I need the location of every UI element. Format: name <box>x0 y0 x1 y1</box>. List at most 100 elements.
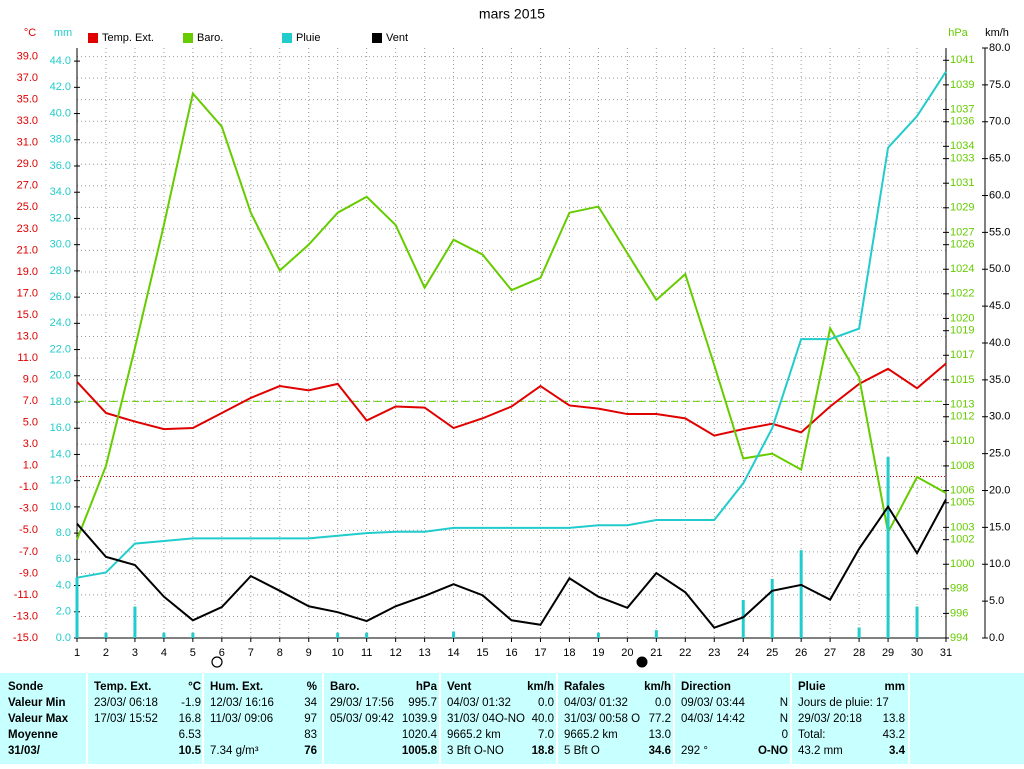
y-tick-label: 1003 <box>950 521 974 533</box>
series-line <box>76 362 947 437</box>
y-tick-label: 12.0 <box>50 475 71 487</box>
x-tick-label: 5 <box>190 647 196 659</box>
column-unit: km/h <box>644 681 671 693</box>
x-tick-label: 26 <box>795 647 807 659</box>
full-moon <box>211 656 223 668</box>
y-tick-label: 50.0 <box>989 263 1010 275</box>
cell-text: 292 ° <box>681 745 708 757</box>
y-tick-label: 40.0 <box>989 337 1010 349</box>
column-title: Hum. Ext. <box>210 681 263 693</box>
cell-value: N <box>780 713 788 725</box>
y-tick-label: 6.0 <box>56 553 71 565</box>
axis-unit: mm <box>54 27 72 39</box>
y-tick-label: 1000 <box>950 558 974 570</box>
x-tick-label: 12 <box>390 647 402 659</box>
cell-text: 09/03/ 03:44 <box>681 697 746 709</box>
row-label: Moyenne <box>8 729 58 741</box>
y-tick-label: 37.0 <box>17 72 38 84</box>
cell-text: 5 Bft O <box>564 745 600 757</box>
cell-value: 7.0 <box>538 729 554 741</box>
x-tick-label: 28 <box>853 647 865 659</box>
cell-text: 04/03/ 01:32 <box>564 697 628 709</box>
cell-text: 12/03/ 16:16 <box>210 697 274 709</box>
x-tick-label: 8 <box>277 647 283 659</box>
cell-text: 3 Bft O-NO <box>447 745 504 757</box>
rain-bar <box>365 632 369 638</box>
cell-value: 0.0 <box>538 697 554 709</box>
y-tick-label: 45.0 <box>989 300 1010 312</box>
x-tick-label: 18 <box>563 647 575 659</box>
y-tick-label: 75.0 <box>989 79 1010 91</box>
y-tick-label: 1019 <box>950 325 974 337</box>
y-tick-label: 1022 <box>950 288 974 300</box>
y-tick-label: 34.0 <box>50 186 71 198</box>
cell-text: 43.2 mm <box>798 745 843 757</box>
axis-unit: °C <box>24 27 36 39</box>
series-line <box>76 91 947 541</box>
cell-text: 05/03/ 09:42 <box>330 713 394 725</box>
cell-value: 34 <box>304 697 317 709</box>
y-tick-label: 17.0 <box>17 287 38 299</box>
x-tick-label: 24 <box>737 647 749 659</box>
y-tick-label: 21.0 <box>17 244 38 256</box>
cell-text: 9665.2 km <box>564 729 618 741</box>
y-tick-label: 1012 <box>950 411 974 423</box>
x-tick-label: 22 <box>679 647 691 659</box>
y-tick-label: 5.0 <box>23 417 38 429</box>
y-tick-label: 32.0 <box>50 212 71 224</box>
y-tick-label: 28.0 <box>50 265 71 277</box>
x-tick-label: 20 <box>621 647 633 659</box>
y-tick-label: 1017 <box>950 349 974 361</box>
rain-bar <box>104 632 108 638</box>
row-label: 31/03/ <box>8 745 41 757</box>
y-tick-label: 0.0 <box>56 632 71 644</box>
cell-value: 10.5 <box>179 745 202 757</box>
x-tick-label: 29 <box>882 647 894 659</box>
x-tick-label: 9 <box>306 647 312 659</box>
y-tick-label: 30.0 <box>989 411 1010 423</box>
rain-bar <box>75 577 79 638</box>
cell-text: Jours de pluie: 17 <box>798 697 889 709</box>
x-tick-label: 16 <box>505 647 517 659</box>
cell-value: 13.8 <box>883 713 905 725</box>
y-tick-label: 42.0 <box>50 81 71 93</box>
column-unit: % <box>307 681 317 693</box>
legend-swatch <box>88 33 98 43</box>
y-tick-label: 31.0 <box>17 137 38 149</box>
cell-value: 40.0 <box>532 713 554 725</box>
column-title: Baro. <box>330 681 359 693</box>
legend-swatch <box>282 33 292 43</box>
legend-label: Baro. <box>197 32 223 44</box>
cell-value: 1005.8 <box>402 745 438 757</box>
y-tick-label: -3.0 <box>19 503 38 515</box>
x-tick-label: 2 <box>103 647 109 659</box>
rain-bar <box>191 632 195 638</box>
rain-bar <box>799 550 803 638</box>
table-background <box>0 673 1024 764</box>
y-tick-label: 22.0 <box>50 343 71 355</box>
y-tick-label: -7.0 <box>19 546 38 558</box>
y-tick-label: -1.0 <box>19 481 38 493</box>
x-tick-label: 10 <box>332 647 344 659</box>
cell-value: 6.53 <box>179 729 201 741</box>
row-label: Valeur Min <box>8 697 66 709</box>
x-tick-label: 17 <box>534 647 546 659</box>
cell-value: 13.0 <box>649 729 671 741</box>
y-tick-label: 1037 <box>950 103 974 115</box>
y-tick-label: 15.0 <box>17 309 38 321</box>
y-tick-label: 14.0 <box>50 448 71 460</box>
column-title: Rafales <box>564 681 605 693</box>
cell-value: -1.9 <box>181 697 201 709</box>
x-tick-label: 4 <box>161 647 167 659</box>
y-tick-label: 20.0 <box>50 370 71 382</box>
y-tick-label: 20.0 <box>989 484 1010 496</box>
x-tick-label: 6 <box>219 647 225 659</box>
y-tick-label: 1.0 <box>23 460 38 472</box>
axis-unit: hPa <box>948 27 968 39</box>
column-title: Direction <box>681 681 731 693</box>
y-tick-label: 23.0 <box>17 223 38 235</box>
rain-bar <box>654 630 658 638</box>
column-unit: mm <box>885 681 905 693</box>
y-tick-label: 36.0 <box>50 160 71 172</box>
y-tick-label: -9.0 <box>19 567 38 579</box>
